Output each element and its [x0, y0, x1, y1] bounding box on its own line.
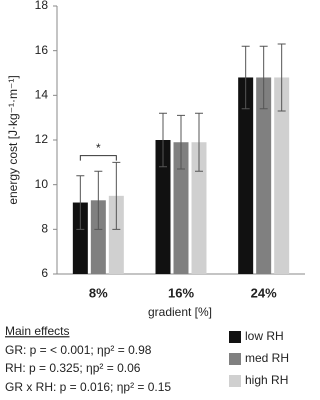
x-tick-label: 8% — [89, 285, 108, 300]
error-bar — [112, 161, 121, 230]
y-tick-label: 8 — [41, 222, 48, 236]
significance-mark: * — [96, 141, 101, 155]
y-tick-label: 6 — [41, 266, 48, 280]
legend-label: low RH — [245, 329, 284, 343]
x-axis-label: gradient [%] — [148, 305, 212, 319]
y-tick-label: 12 — [35, 132, 49, 146]
x-tick-label: 24% — [251, 285, 277, 300]
error-bar — [177, 114, 185, 170]
note: GR: p = < 0.001; ηp² = 0.98 — [5, 343, 152, 357]
bar — [191, 142, 207, 274]
y-tick-label: 16 — [35, 43, 49, 57]
bar — [90, 200, 106, 274]
error-bar — [277, 43, 286, 112]
error-bar — [241, 45, 250, 110]
error-bar — [159, 112, 167, 168]
error-bar — [259, 45, 268, 110]
legend-swatch — [229, 353, 241, 365]
bar — [238, 77, 254, 274]
significance-bracket — [79, 155, 117, 161]
bar — [72, 202, 88, 274]
y-axis-label: energy cost [J·kg⁻¹·m⁻¹] — [6, 75, 20, 204]
bar — [108, 195, 124, 274]
error-bar — [76, 175, 85, 230]
legend-label: med RH — [245, 351, 289, 365]
bar — [173, 142, 189, 274]
bar — [155, 140, 171, 274]
y-tick-label: 10 — [35, 177, 49, 191]
y-tick-label: 14 — [35, 88, 49, 102]
note: GR x RH: p = 0.016; ηp² = 0.15 — [5, 380, 171, 394]
error-bar — [195, 112, 203, 172]
bar — [256, 77, 272, 274]
bar — [274, 77, 290, 274]
y-tick-label: 18 — [35, 0, 49, 12]
legend-swatch — [229, 331, 241, 343]
notes-heading: Main effects — [5, 324, 69, 338]
x-tick-label: 16% — [168, 285, 194, 300]
note: RH: p = 0.325; ηp² = 0.06 — [5, 361, 141, 375]
legend-swatch — [229, 375, 241, 387]
legend-label: high RH — [245, 373, 288, 387]
error-bar — [94, 170, 103, 230]
